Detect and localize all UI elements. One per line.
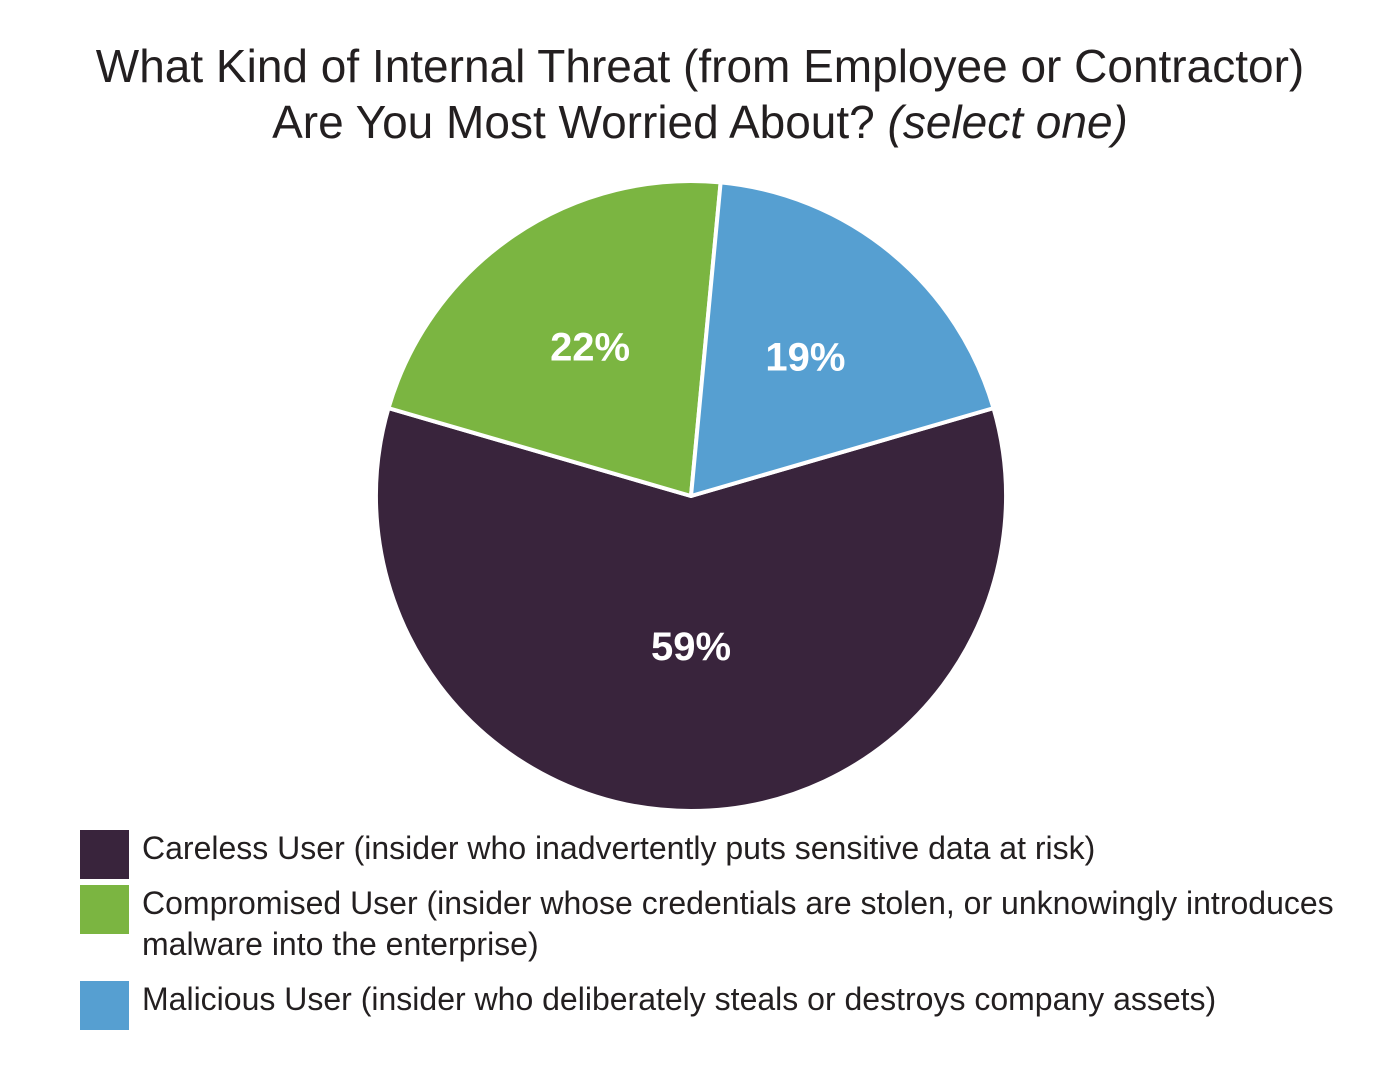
pie-slice-malicious-user — [689, 180, 996, 498]
slice-label-careless-user: 59% — [651, 625, 731, 669]
slice-label-malicious-user: 19% — [765, 336, 845, 380]
chart-title-line-1: What Kind of Internal Threat (from Emplo… — [95, 40, 1305, 92]
chart-title-line-2: Are You Most Worried About? (select one) — [0, 94, 1400, 150]
legend-item-malicious-user: Malicious User (insider who deliberately… — [80, 979, 1370, 1030]
legend-label-careless-user: Careless User (insider who inadvertently… — [142, 830, 1096, 866]
legend-label-malicious-user: Malicious User (insider who deliberately… — [142, 981, 1217, 1017]
slice-label-compromised-user: 22% — [550, 326, 630, 370]
legend-label-compromised-user: Compromised User (insider whose credenti… — [142, 885, 1334, 962]
legend-swatch-careless-user — [80, 830, 129, 879]
chart-legend: Careless User (insider who inadvertently… — [80, 828, 1370, 1030]
chart-title-instruction: (select one) — [887, 96, 1128, 148]
chart-title-question: Are You Most Worried About? — [272, 96, 875, 148]
legend-swatch-compromised-user — [80, 885, 129, 934]
legend-swatch-malicious-user — [80, 981, 129, 1030]
pie-slice-compromised-user — [386, 179, 723, 498]
pie-slice-careless-user — [374, 406, 1008, 813]
legend-item-careless-user: Careless User (insider who inadvertently… — [80, 828, 1370, 879]
chart-title: What Kind of Internal Threat (from Emplo… — [0, 38, 1400, 150]
legend-item-compromised-user: Compromised User (insider whose credenti… — [80, 883, 1370, 965]
